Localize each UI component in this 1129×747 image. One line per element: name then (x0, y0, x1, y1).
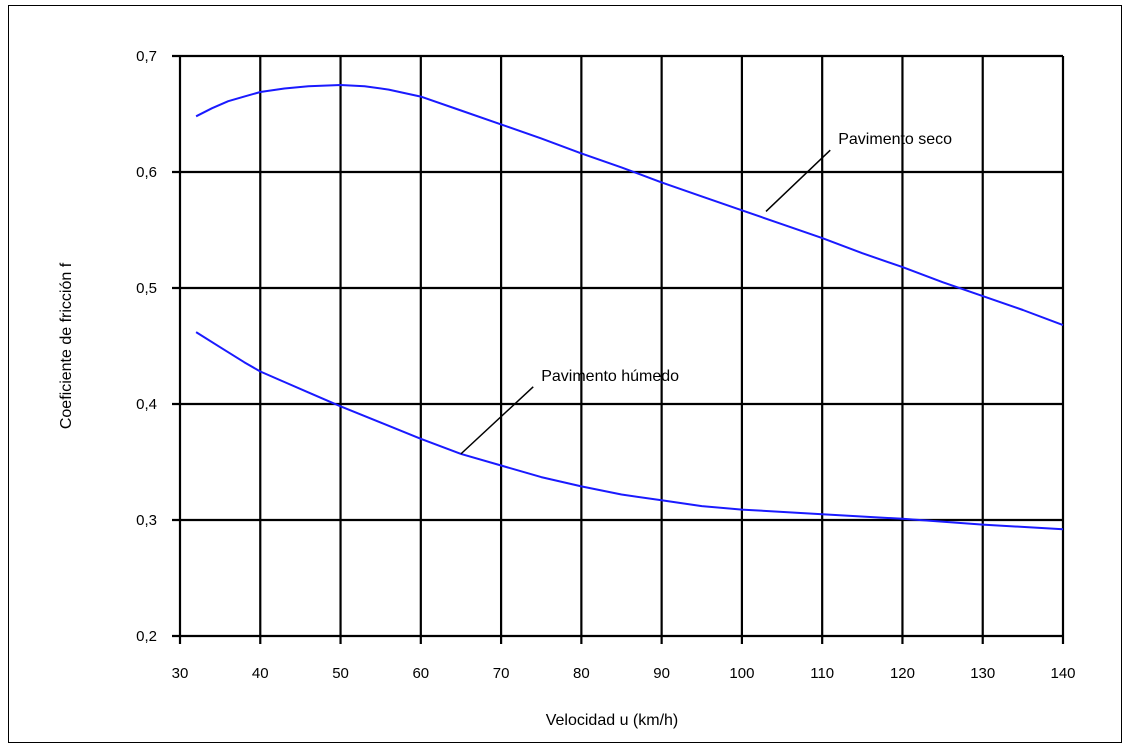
annotations: Pavimento seco Pavimento húmedo (460, 131, 952, 455)
x-tick-label: 50 (332, 665, 349, 682)
x-tick-label: 80 (573, 665, 590, 682)
y-tick-label: 0,2 (136, 628, 157, 645)
y-axis-label: Coeficiente de fricción f (58, 262, 75, 429)
x-axis-label: Velocidad u (km/h) (546, 712, 679, 729)
y-tick-label: 0,4 (136, 396, 157, 413)
annotation-leader-line (765, 149, 831, 212)
series-lines (195, 84, 1064, 531)
x-tick-label: 100 (729, 665, 754, 682)
x-tick-label: 60 (412, 665, 429, 682)
series-line-pavimento-humedo (195, 331, 1064, 531)
x-tick-label: 90 (653, 665, 670, 682)
x-tick-label: 140 (1050, 665, 1075, 682)
grid (172, 54, 1065, 644)
chart-frame (8, 5, 1122, 743)
y-tick-label: 0,7 (136, 48, 157, 65)
x-tick-label: 110 (810, 665, 834, 682)
series-line-pavimento-seco (195, 84, 1064, 327)
x-tick-label: 70 (493, 665, 510, 682)
tick-labels: 30 40 50 60 70 80 90 100 110 120 130 140 0,2 0,3 0,4 0,… (136, 48, 1075, 682)
x-tick-label: 30 (172, 665, 189, 682)
x-tick-label: 120 (890, 665, 915, 682)
y-tick-label: 0,5 (136, 280, 157, 297)
y-tick-label: 0,3 (136, 512, 157, 529)
annotation-leader-line (460, 386, 534, 455)
annotation-pavimento-humedo: Pavimento húmedo (541, 368, 679, 385)
x-tick-label: 130 (970, 665, 995, 682)
y-tick-label: 0,6 (136, 164, 157, 181)
annotation-pavimento-seco: Pavimento seco (838, 131, 952, 148)
x-tick-label: 40 (252, 665, 269, 682)
